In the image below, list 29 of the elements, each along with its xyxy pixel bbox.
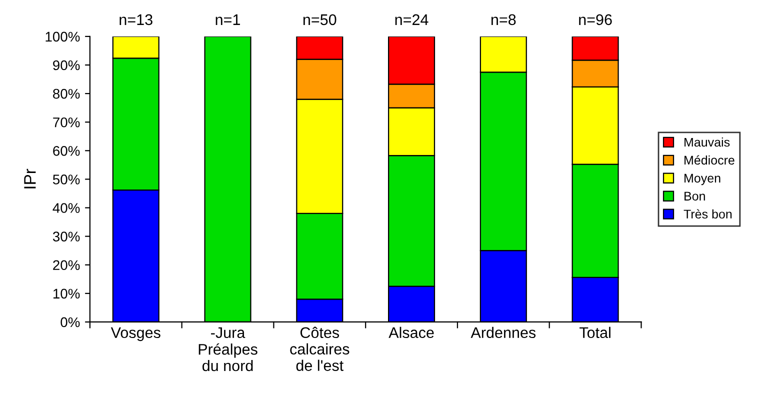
y-tick-label: 0% — [60, 317, 80, 328]
annotation: n=50 — [303, 14, 336, 26]
x-tick-label: -Jura Préalpes du nord — [198, 327, 258, 372]
x-tick-label: Alsace — [388, 326, 434, 338]
y-tick-label: 40% — [52, 203, 80, 213]
y-tick-label: 20% — [53, 260, 80, 270]
legend-label: Bon — [684, 192, 705, 201]
x-tick-label: Côtes calcaires de l'est — [290, 326, 350, 371]
x-tick-label: Total — [580, 326, 610, 338]
annotation: n=13 — [120, 14, 152, 26]
y-axis-title: IPr — [24, 168, 36, 188]
legend-label: Moyen — [684, 174, 720, 186]
x-tick-label: Ardennes — [470, 326, 536, 338]
y-tick-label: 80% — [53, 88, 80, 99]
x-tick-label: Vosges — [110, 327, 160, 342]
y-tick-label: 70% — [53, 117, 80, 128]
y-tick-label: 50% — [52, 174, 80, 184]
legend-label: Mauvais — [684, 137, 730, 147]
annotation: n=8 — [491, 14, 516, 26]
y-tick-label: 60% — [53, 146, 80, 156]
y-tick-label: 100% — [46, 32, 80, 42]
legend-label: Médiocre — [684, 155, 734, 165]
y-tick-label: 30% — [52, 232, 80, 242]
y-tick-label: 10% — [53, 288, 80, 299]
annotation: n=96 — [579, 14, 612, 26]
legend-label: Très bon — [684, 209, 732, 219]
y-tick-label: 90% — [53, 60, 80, 70]
annotation: n=1 — [216, 14, 240, 25]
annotation: n=24 — [395, 14, 428, 25]
